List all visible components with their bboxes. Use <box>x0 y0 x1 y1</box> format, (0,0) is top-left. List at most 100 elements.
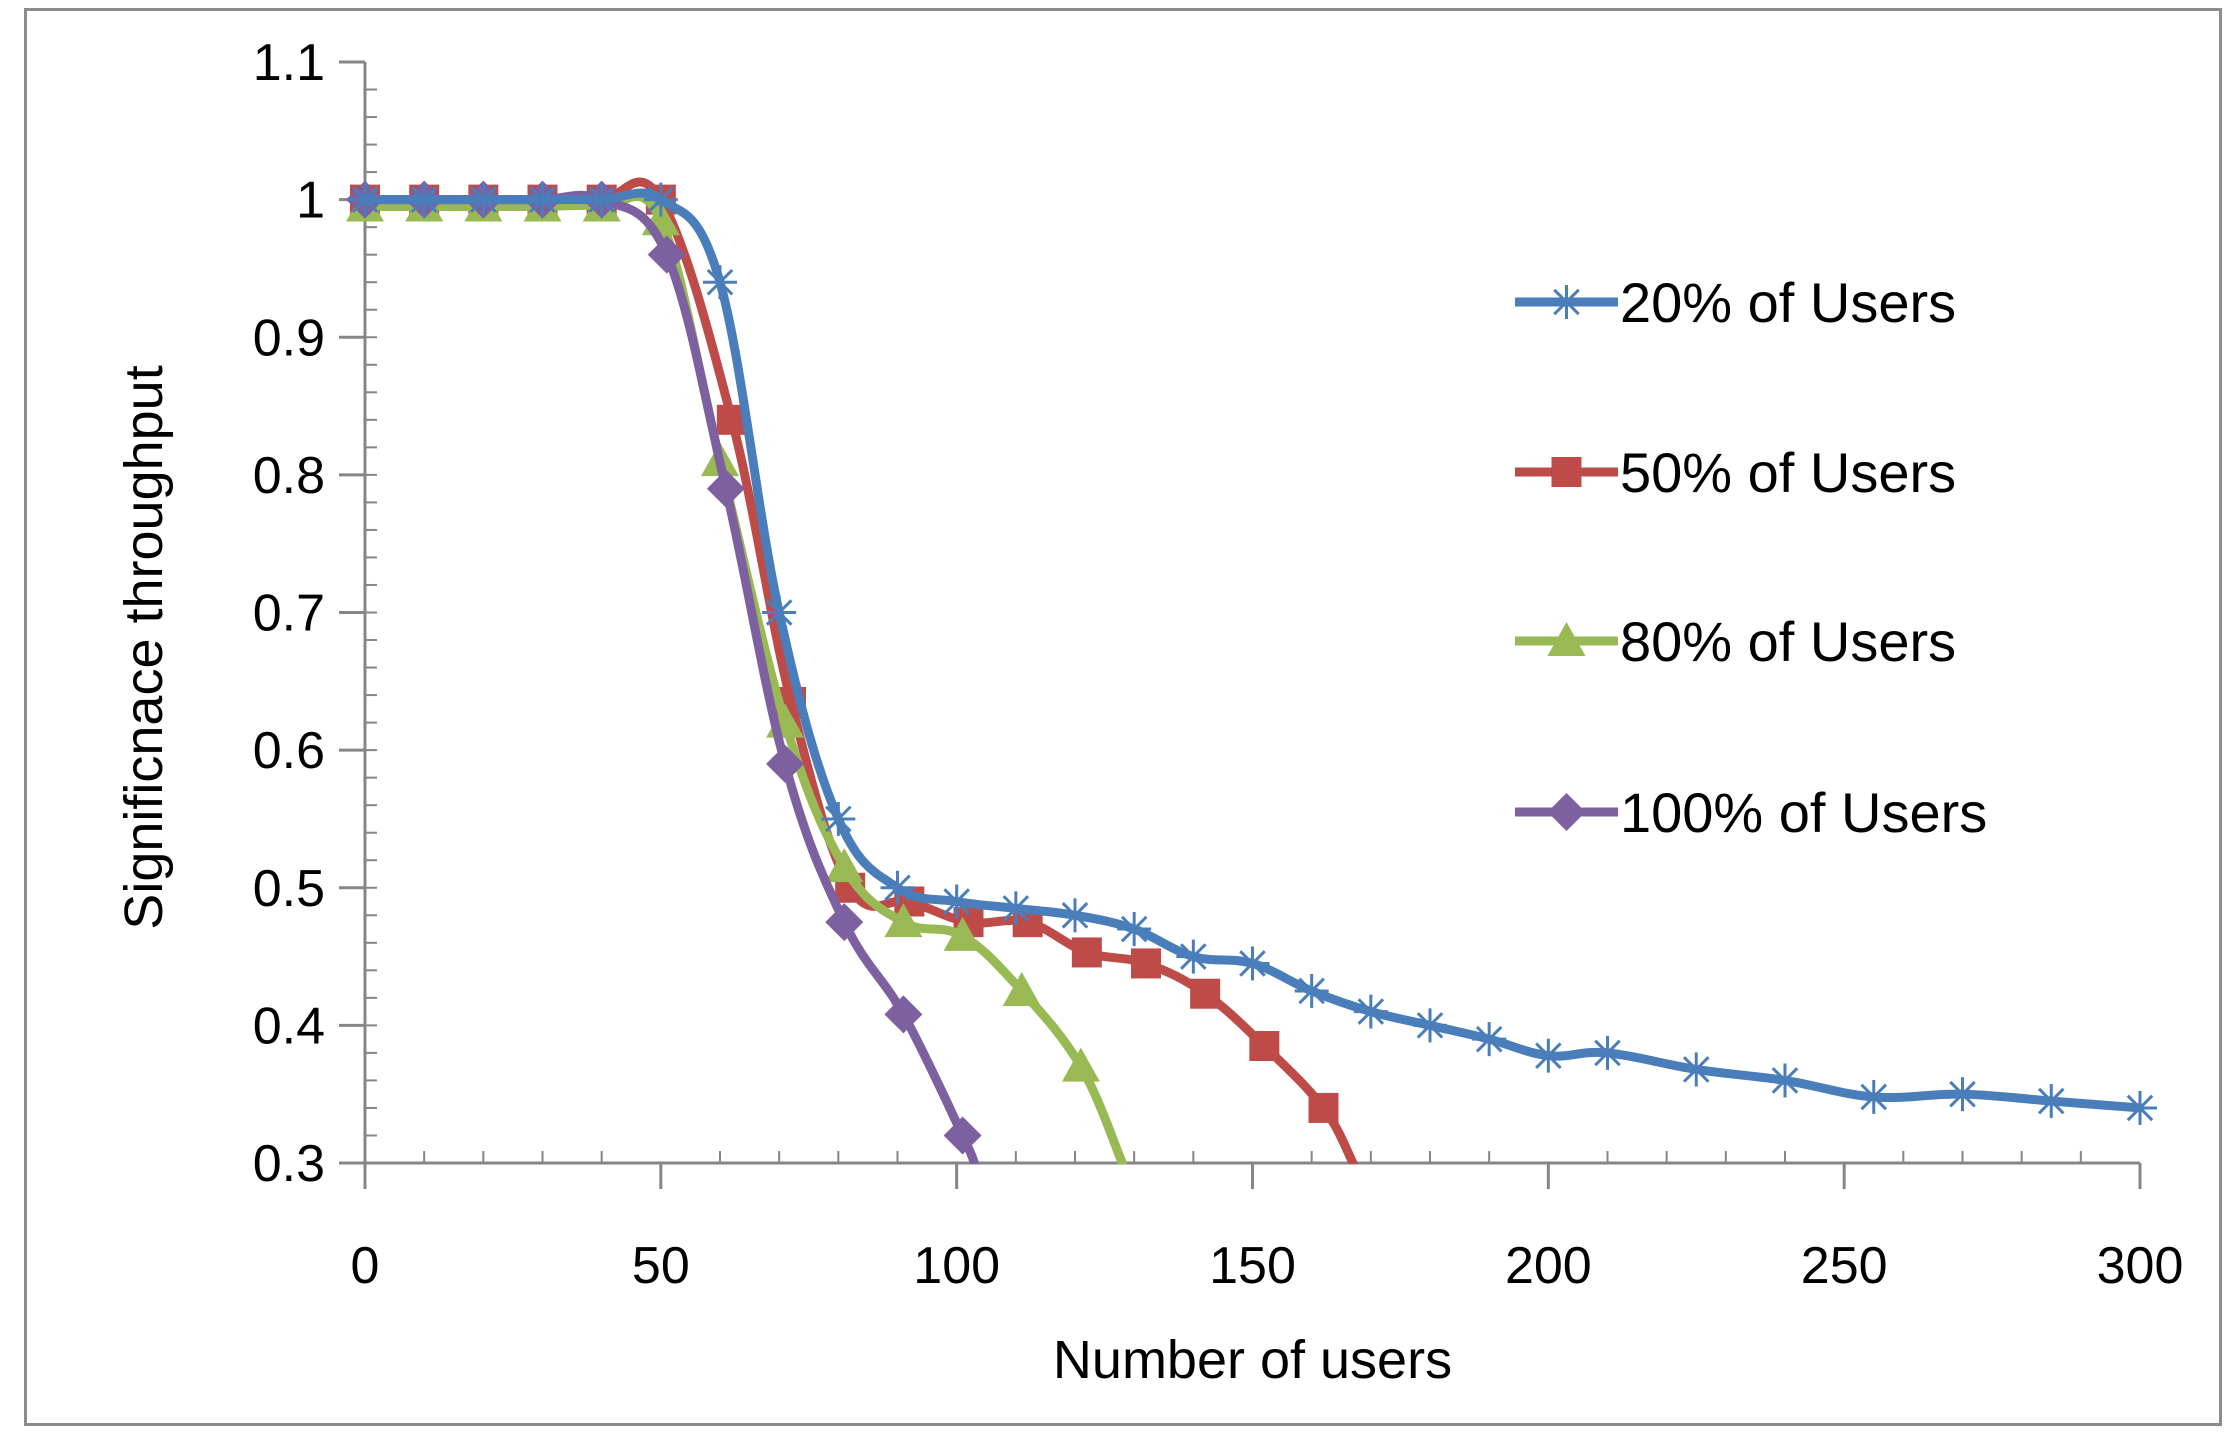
asterisk-stroke <box>943 888 970 915</box>
asterisk-stroke <box>1535 1042 1562 1069</box>
asterisk-stroke <box>706 268 734 296</box>
data-point <box>766 744 805 783</box>
data-point <box>1308 1092 1339 1123</box>
data-point <box>703 265 737 300</box>
data-point <box>584 182 619 217</box>
data-point <box>825 903 864 942</box>
asterisk-stroke <box>825 805 852 833</box>
data-point <box>1768 1063 1802 1098</box>
data-point <box>1131 948 1161 979</box>
x-tick-label: 200 <box>1505 1237 1592 1295</box>
data-point <box>1190 978 1221 1009</box>
series-layer <box>346 177 2157 1164</box>
x-tick-label: 100 <box>913 1237 1000 1295</box>
chart-frame <box>24 8 2222 1426</box>
legend-item: 50% of Users <box>1515 441 1956 504</box>
legend-item: 20% of Users <box>1515 271 1956 334</box>
series-line <box>360 177 1358 1164</box>
data-point <box>998 891 1033 926</box>
data-point <box>825 848 864 883</box>
axes-layer: 0.3 0.4 0.5 0.6 0.7 0.8 0.9 1 1.1 0 50 100 150 200 250… <box>253 34 2184 1295</box>
x-tick-label: 300 <box>2097 1237 2184 1295</box>
y-tick-label: 0.5 <box>253 860 325 918</box>
legend-label: 20% of Users <box>1620 271 1956 334</box>
legend-item: 100% of Users <box>1515 781 1987 844</box>
data-point <box>1294 973 1329 1008</box>
asterisk-stroke <box>1357 998 1385 1025</box>
asterisk-stroke <box>1416 1012 1444 1039</box>
data-point <box>1531 1038 1566 1073</box>
data-point <box>1945 1077 1980 1112</box>
data-point <box>1117 912 1152 947</box>
data-point <box>1679 1052 1714 1087</box>
data-point <box>1235 946 1270 981</box>
data-point <box>2034 1084 2069 1119</box>
legend-marker <box>1551 457 1582 487</box>
asterisk-stroke <box>1239 950 1266 977</box>
data-point <box>1061 1047 1100 1082</box>
y-tick-label: 0.8 <box>253 447 325 505</box>
legend-marker <box>1549 285 1584 319</box>
asterisk-stroke <box>1553 288 1580 316</box>
legend-label: 50% of Users <box>1620 441 1956 504</box>
y-tick-label: 0.7 <box>253 585 325 643</box>
data-point <box>2123 1090 2157 1125</box>
series-line <box>360 190 979 1164</box>
data-point <box>943 916 982 951</box>
data-point <box>943 1116 982 1155</box>
legend-marker <box>1547 622 1586 656</box>
asterisk-stroke <box>884 874 911 902</box>
y-axis-title: Significnace throughput <box>114 365 174 929</box>
data-point <box>880 870 915 905</box>
data-point <box>1176 939 1211 974</box>
asterisk-stroke <box>647 186 675 213</box>
x-tick-label: 0 <box>351 1237 380 1295</box>
asterisk-stroke <box>1002 895 1030 922</box>
data-point <box>706 469 745 508</box>
data-point <box>1071 937 1102 968</box>
data-point <box>1058 898 1092 933</box>
series-100-of-users <box>346 180 982 1164</box>
asterisk-stroke <box>1120 915 1148 943</box>
asterisk-stroke <box>1771 1067 1799 1094</box>
data-point <box>643 182 678 217</box>
data-point <box>1472 1022 1507 1057</box>
data-point <box>647 235 686 274</box>
data-point <box>884 995 923 1034</box>
asterisk-stroke <box>2037 1087 2065 1115</box>
data-point <box>884 903 923 938</box>
data-point <box>821 801 856 836</box>
legend-item: 80% of Users <box>1515 610 1956 673</box>
y-tick-label: 0.6 <box>253 722 325 780</box>
series-50-of-users <box>350 177 1358 1164</box>
x-tick-label: 150 <box>1209 1237 1296 1295</box>
y-tick-label: 0.9 <box>253 309 325 367</box>
series-20-of-users <box>348 182 2157 1125</box>
asterisk-stroke <box>1475 1025 1503 1053</box>
asterisk-stroke <box>588 186 615 213</box>
asterisk-stroke <box>1594 1039 1621 1067</box>
data-point <box>1856 1079 1891 1114</box>
asterisk-stroke <box>2126 1094 2154 1122</box>
series-line <box>360 192 1127 1164</box>
data-point <box>466 182 501 217</box>
data-point <box>1002 971 1041 1006</box>
y-tick-label: 0.3 <box>253 1135 325 1193</box>
asterisk-stroke <box>351 186 379 213</box>
legend-marker <box>1547 793 1586 831</box>
legend-label: 80% of Users <box>1620 610 1956 673</box>
x-tick-label: 50 <box>632 1237 690 1295</box>
asterisk-stroke <box>1949 1080 1976 1108</box>
data-point <box>525 182 560 217</box>
y-tick-label: 0.4 <box>253 997 325 1055</box>
y-tick-label: 1 <box>296 172 325 230</box>
y-tick-label: 1.1 <box>253 34 325 92</box>
asterisk-stroke <box>1860 1083 1888 1111</box>
data-point <box>407 182 442 217</box>
data-point <box>1353 994 1388 1029</box>
asterisk-stroke <box>1682 1056 1710 1083</box>
legend-label: 100% of Users <box>1620 781 1987 844</box>
data-point <box>939 884 974 919</box>
data-point <box>1413 1008 1447 1043</box>
